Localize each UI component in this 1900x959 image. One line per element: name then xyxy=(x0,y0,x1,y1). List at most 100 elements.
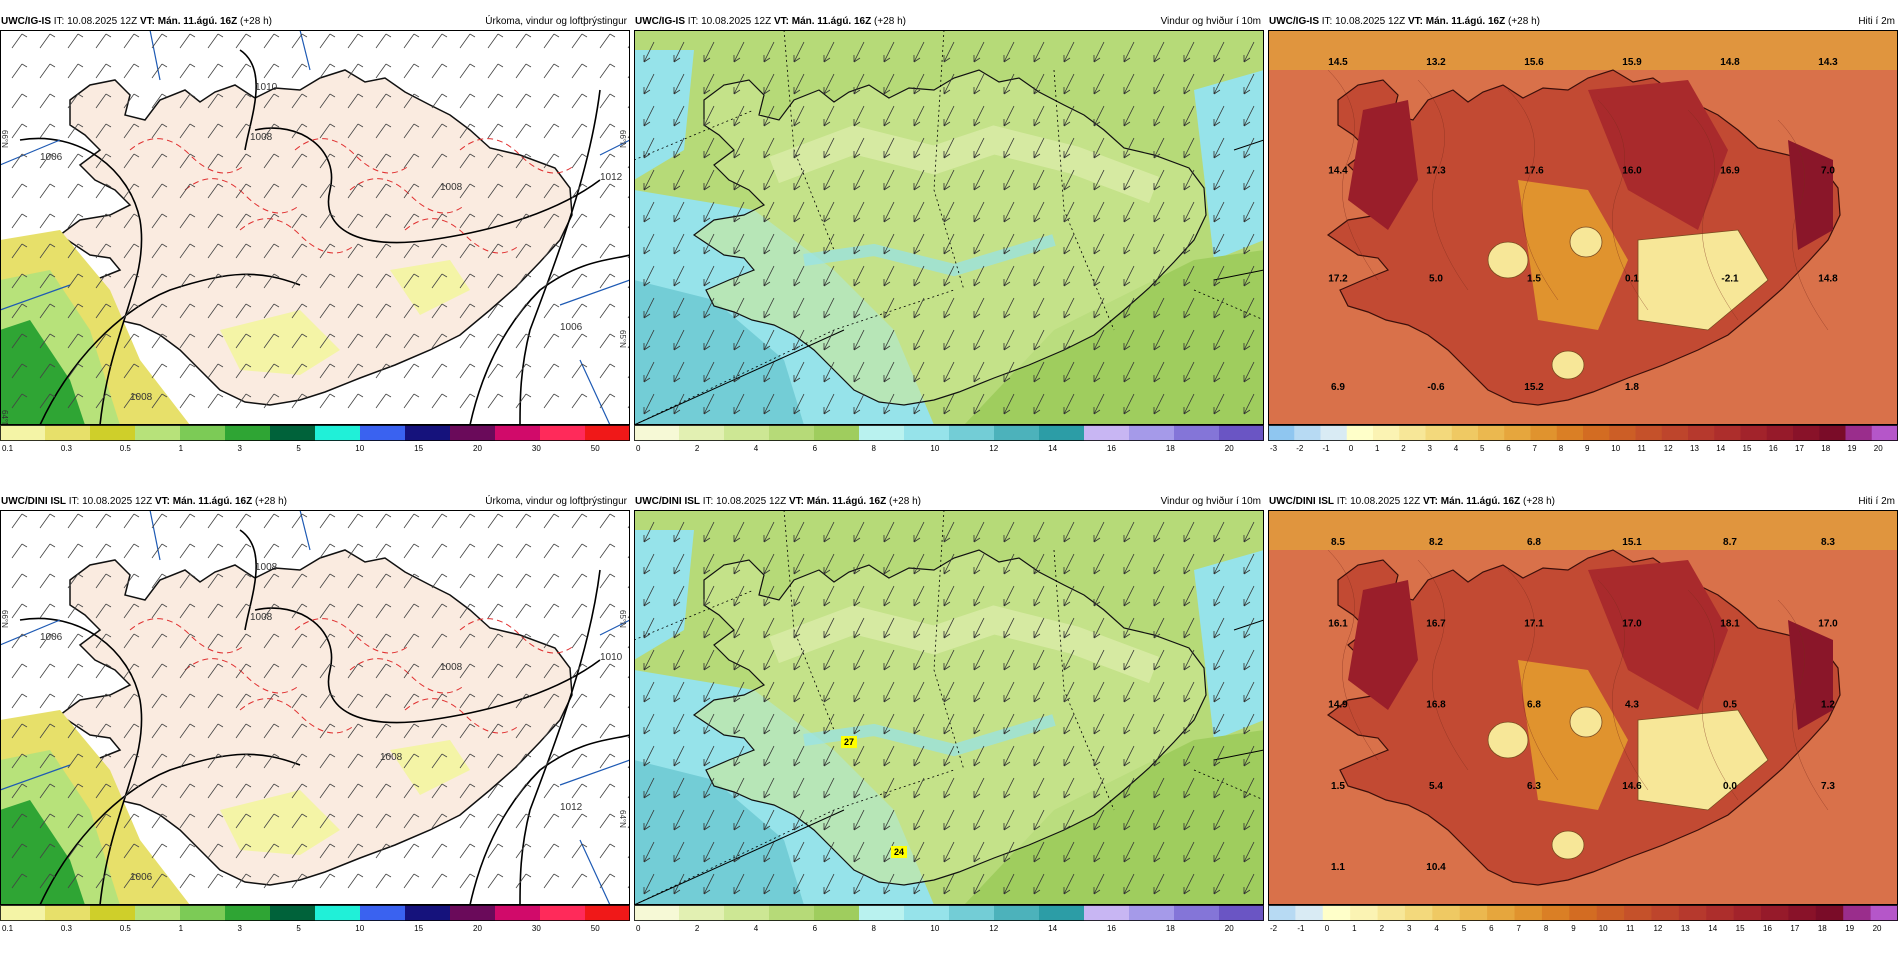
wind-barb xyxy=(151,303,168,319)
wind-arrow xyxy=(1213,777,1225,799)
wind-arrow xyxy=(673,841,685,863)
wind-arrow xyxy=(673,73,685,95)
wind-barb xyxy=(543,573,560,589)
wind-barb xyxy=(487,93,504,109)
colorbar-tick-label: 1 xyxy=(1352,924,1357,933)
temperature-value: 8.5 xyxy=(1331,537,1345,548)
colorbar-tick-label: -2 xyxy=(1296,444,1304,453)
wind-barb xyxy=(347,573,364,589)
wind-arrow xyxy=(1033,169,1045,191)
wind-barb xyxy=(515,843,532,859)
wind-arrow xyxy=(1033,649,1045,671)
colorbar-swatch xyxy=(1174,425,1220,441)
wind-barb xyxy=(487,363,504,379)
precip-map: 1006 1008 1008 1010 1012 1006 1008 66°N 66°N 65°N… xyxy=(0,30,630,425)
valid-time: VT: Mán. 11.ágú. 16Z xyxy=(139,16,238,27)
wind-barb xyxy=(39,93,56,109)
wind-barb xyxy=(599,783,616,799)
wind-arrow xyxy=(733,681,745,703)
colorbar-swatch xyxy=(1039,905,1085,921)
wind-barb xyxy=(515,753,532,769)
wind-arrow xyxy=(883,41,895,63)
wind-barb xyxy=(487,873,504,889)
wind-barb xyxy=(11,723,28,739)
wind-barb xyxy=(151,63,168,79)
colorbar-swatch xyxy=(1845,425,1873,441)
warm-area xyxy=(1348,580,1418,710)
wind-barb xyxy=(487,543,504,559)
wind-barb xyxy=(571,393,588,409)
wind-barb xyxy=(515,513,532,529)
wind-arrow xyxy=(1153,41,1165,63)
wind-barb xyxy=(347,243,364,259)
wind-barb xyxy=(375,633,392,649)
wind-arrow xyxy=(793,41,805,63)
wind-arrow xyxy=(973,777,985,799)
wind-barb xyxy=(151,243,168,259)
wind-barb xyxy=(543,873,560,889)
wind-arrow xyxy=(703,105,715,127)
wind-barb xyxy=(459,213,476,229)
colorbar-swatch xyxy=(1596,905,1625,921)
wind-barb xyxy=(207,843,224,859)
precip-colorbar: 0.1 0.3 0.5 1 3 5 10 15 20 30 50 xyxy=(0,425,630,455)
lead-time: (+28 h) xyxy=(889,496,921,507)
wind-arrow xyxy=(763,361,775,383)
wind-arrow xyxy=(1063,105,1075,127)
wind-arrow xyxy=(823,873,835,895)
wind-arrow xyxy=(973,137,985,159)
wind-barb xyxy=(95,33,112,49)
wind-arrow xyxy=(1213,393,1225,415)
wind-barb xyxy=(151,693,168,709)
wind-barb xyxy=(263,603,280,619)
wind-barb xyxy=(487,663,504,679)
wind-barb xyxy=(599,153,616,169)
wind-arrow xyxy=(1243,873,1255,895)
wind-barb xyxy=(151,33,168,49)
wind-arrow xyxy=(793,233,805,255)
colorbar-swatch xyxy=(1843,905,1872,921)
wind-arrow xyxy=(883,297,895,319)
wind-barb xyxy=(487,693,504,709)
wind-arrow xyxy=(1183,617,1195,639)
wind-arrow xyxy=(853,329,865,351)
wind-barb xyxy=(179,813,196,829)
wind-arrow xyxy=(643,617,655,639)
wind-barb xyxy=(487,513,504,529)
wind-arrow xyxy=(1123,41,1135,63)
colorbar-tick-label: 10 xyxy=(355,444,364,453)
panel-precip-row1: UWC/IG-IS IT: 10.08.2025 12Z VT: Mán. 11… xyxy=(0,14,630,479)
wind-barb xyxy=(291,783,308,799)
temperature-value: 16.0 xyxy=(1622,165,1642,176)
init-time: IT: 10.08.2025 12Z xyxy=(1336,496,1421,507)
wind-arrow xyxy=(823,233,835,255)
wind-arrow xyxy=(1093,841,1105,863)
wind-arrow xyxy=(1003,873,1015,895)
wind-arrow xyxy=(1153,841,1165,863)
wind-arrow xyxy=(1063,201,1075,223)
wind-arrow xyxy=(913,777,925,799)
wind-arrow xyxy=(763,777,775,799)
wind-arrow xyxy=(943,745,955,767)
wind-arrow xyxy=(1243,649,1255,671)
wind-barb xyxy=(11,573,28,589)
wind-barb xyxy=(179,93,196,109)
wind-arrow xyxy=(1123,681,1135,703)
temperature-contour xyxy=(239,698,356,734)
wind-arrow xyxy=(643,201,655,223)
wind-arrow xyxy=(793,201,805,223)
wind-barb xyxy=(39,243,56,259)
wind-barb xyxy=(431,783,448,799)
wind-arrow xyxy=(973,649,985,671)
panel-header: UWC/IG-IS IT: 10.08.2025 12Z VT: Mán. 11… xyxy=(1268,14,1898,30)
wind-barb xyxy=(11,123,28,139)
wind-arrow xyxy=(1213,233,1225,255)
colorbar-tick-label: 14 xyxy=(1048,924,1057,933)
wind-barb xyxy=(263,513,280,529)
wind-barb xyxy=(95,663,112,679)
wind-arrow xyxy=(823,169,835,191)
temp-map: 8.5 8.2 6.8 15.1 8.7 8.3 16.1 16.7 17.1 17.0 18.1 1… xyxy=(1268,510,1898,905)
wind-barb xyxy=(263,213,280,229)
wind-barb xyxy=(431,123,448,139)
wind-arrow xyxy=(1123,201,1135,223)
